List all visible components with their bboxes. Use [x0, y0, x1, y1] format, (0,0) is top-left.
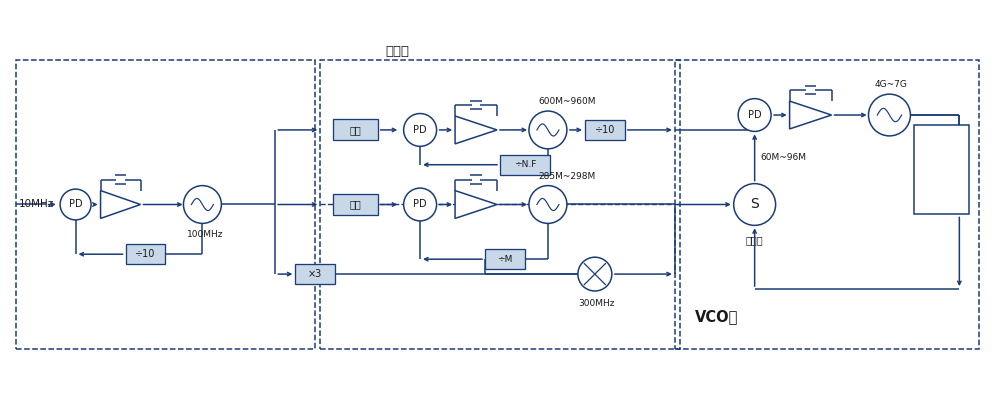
Text: ÷N.F: ÷N.F	[514, 160, 536, 169]
Text: ÷M: ÷M	[497, 255, 513, 264]
Text: 小数环: 小数环	[385, 45, 409, 58]
Text: PD: PD	[413, 200, 427, 209]
Bar	[675, 61, 979, 348]
Text: ÷10: ÷10	[135, 249, 156, 259]
FancyBboxPatch shape	[333, 194, 378, 215]
Text: 取样器: 取样器	[746, 235, 763, 245]
Text: 分频: 分频	[349, 125, 361, 135]
Polygon shape	[790, 101, 832, 129]
Text: 300MHz: 300MHz	[579, 299, 615, 308]
FancyBboxPatch shape	[500, 155, 550, 175]
Text: PD: PD	[69, 200, 82, 209]
Text: ÷10: ÷10	[595, 125, 615, 135]
Polygon shape	[455, 116, 497, 144]
Circle shape	[734, 184, 776, 225]
Text: ×3: ×3	[308, 269, 322, 279]
Circle shape	[578, 257, 612, 291]
FancyBboxPatch shape	[295, 264, 335, 284]
Text: PD: PD	[748, 110, 761, 120]
Text: VCO环: VCO环	[695, 309, 738, 324]
Circle shape	[529, 111, 567, 149]
FancyBboxPatch shape	[585, 120, 625, 140]
Circle shape	[738, 99, 771, 131]
Text: 285M~298M: 285M~298M	[538, 172, 595, 181]
Circle shape	[404, 188, 437, 221]
Circle shape	[60, 189, 91, 220]
Circle shape	[529, 186, 567, 223]
Text: 分频: 分频	[349, 200, 361, 209]
FancyBboxPatch shape	[126, 244, 165, 264]
Circle shape	[183, 186, 221, 223]
FancyBboxPatch shape	[333, 119, 378, 140]
Text: 10MHz: 10MHz	[19, 200, 54, 209]
Text: 100MHz: 100MHz	[187, 230, 224, 239]
Text: 600M~960M: 600M~960M	[538, 97, 595, 106]
Polygon shape	[101, 191, 140, 218]
Text: S: S	[750, 198, 759, 211]
Circle shape	[404, 114, 437, 146]
Bar	[914, 125, 969, 214]
Text: 4G~7G: 4G~7G	[874, 80, 907, 89]
Text: PD: PD	[413, 125, 427, 135]
FancyBboxPatch shape	[485, 249, 525, 269]
Text: 60M~96M: 60M~96M	[761, 153, 807, 162]
Bar	[320, 61, 680, 348]
Circle shape	[868, 94, 910, 136]
Bar	[16, 61, 315, 348]
Polygon shape	[455, 191, 497, 218]
